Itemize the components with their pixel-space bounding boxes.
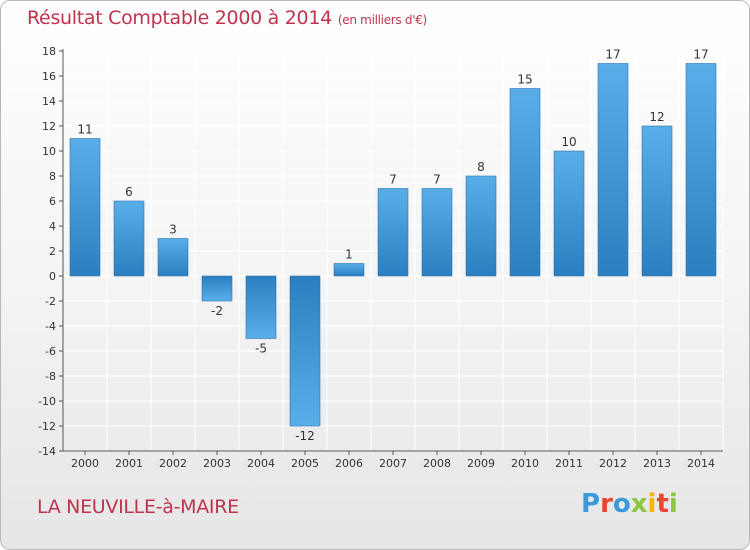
data-label: 7 [389,173,397,187]
y-tick-label: 12 [42,120,56,133]
x-tick-label: 2007 [379,457,407,470]
x-tick-label: 2009 [467,457,495,470]
x-tick-label: 2008 [423,457,451,470]
bar[interactable] [201,275,233,302]
logo-letter: x [630,489,648,519]
bar[interactable] [289,275,321,427]
x-tick-label: 2003 [203,457,231,470]
data-label: 17 [605,48,620,62]
chart-unit: (en milliers d'€) [337,13,427,27]
data-label: 10 [561,135,576,149]
bar[interactable] [113,200,145,277]
chart-title: Résultat Comptable 2000 à 2014 (en millie… [27,7,427,29]
x-tick-label: 2006 [335,457,363,470]
y-tick-label: 4 [49,220,56,233]
bar[interactable] [377,188,409,277]
x-tick-label: 2011 [555,457,583,470]
data-label: 1 [345,248,353,262]
y-tick-label: -10 [38,395,56,408]
data-label: 7 [433,173,441,187]
x-tick-label: 2013 [643,457,671,470]
x-tick-label: 2010 [511,457,539,470]
bar[interactable] [465,175,497,277]
bar[interactable] [685,63,717,277]
y-tick-label: -12 [38,420,56,433]
data-label: 11 [77,123,92,137]
data-label: -2 [211,304,223,318]
x-tick-label: 2000 [71,457,99,470]
x-tick-label: 2004 [247,457,275,470]
bar[interactable] [157,238,189,277]
bar[interactable] [641,125,673,277]
logo-letter: r [600,489,613,519]
y-tick-label: -2 [45,295,56,308]
y-tick-label: 0 [49,270,56,283]
bar[interactable] [421,188,453,277]
bar[interactable] [553,150,585,277]
y-tick-label: 6 [49,195,56,208]
y-tick-label: 8 [49,170,56,183]
y-tick-label: 14 [42,95,56,108]
data-label: -5 [255,342,267,356]
data-label: 6 [125,185,133,199]
y-tick-label: 2 [49,245,56,258]
data-label: 8 [477,160,485,174]
data-label: 3 [169,223,177,237]
y-tick-label: -8 [45,370,56,383]
y-tick-label: -4 [45,320,56,333]
bar[interactable] [69,138,101,277]
x-tick-label: 2002 [159,457,187,470]
bar[interactable] [333,263,365,277]
bar[interactable] [245,275,277,339]
y-tick-label: 16 [42,70,56,83]
y-tick-label: -6 [45,345,56,358]
y-tick-label: 18 [42,45,56,58]
y-tick-label: 10 [42,145,56,158]
x-tick-label: 2001 [115,457,143,470]
logo-letter: i [668,489,678,519]
proxiti-logo[interactable]: Proxiti [581,489,678,519]
bar[interactable] [597,63,629,277]
logo-letter: P [581,489,601,519]
data-label: -12 [295,429,315,443]
commune-name: LA NEUVILLE-à-MAIRE [37,496,239,518]
logo-letter: t [656,489,669,519]
logo-letter: i [647,489,657,519]
chart-title-text: Résultat Comptable 2000 à 2014 [27,7,332,29]
logo-letter: o [612,489,631,519]
data-label: 12 [649,110,664,124]
x-tick-label: 2014 [687,457,715,470]
y-tick-label: -14 [38,445,56,458]
x-tick-label: 2005 [291,457,319,470]
data-label: 17 [693,48,708,62]
bar[interactable] [509,88,541,277]
data-label: 15 [517,73,532,87]
x-tick-label: 2012 [599,457,627,470]
